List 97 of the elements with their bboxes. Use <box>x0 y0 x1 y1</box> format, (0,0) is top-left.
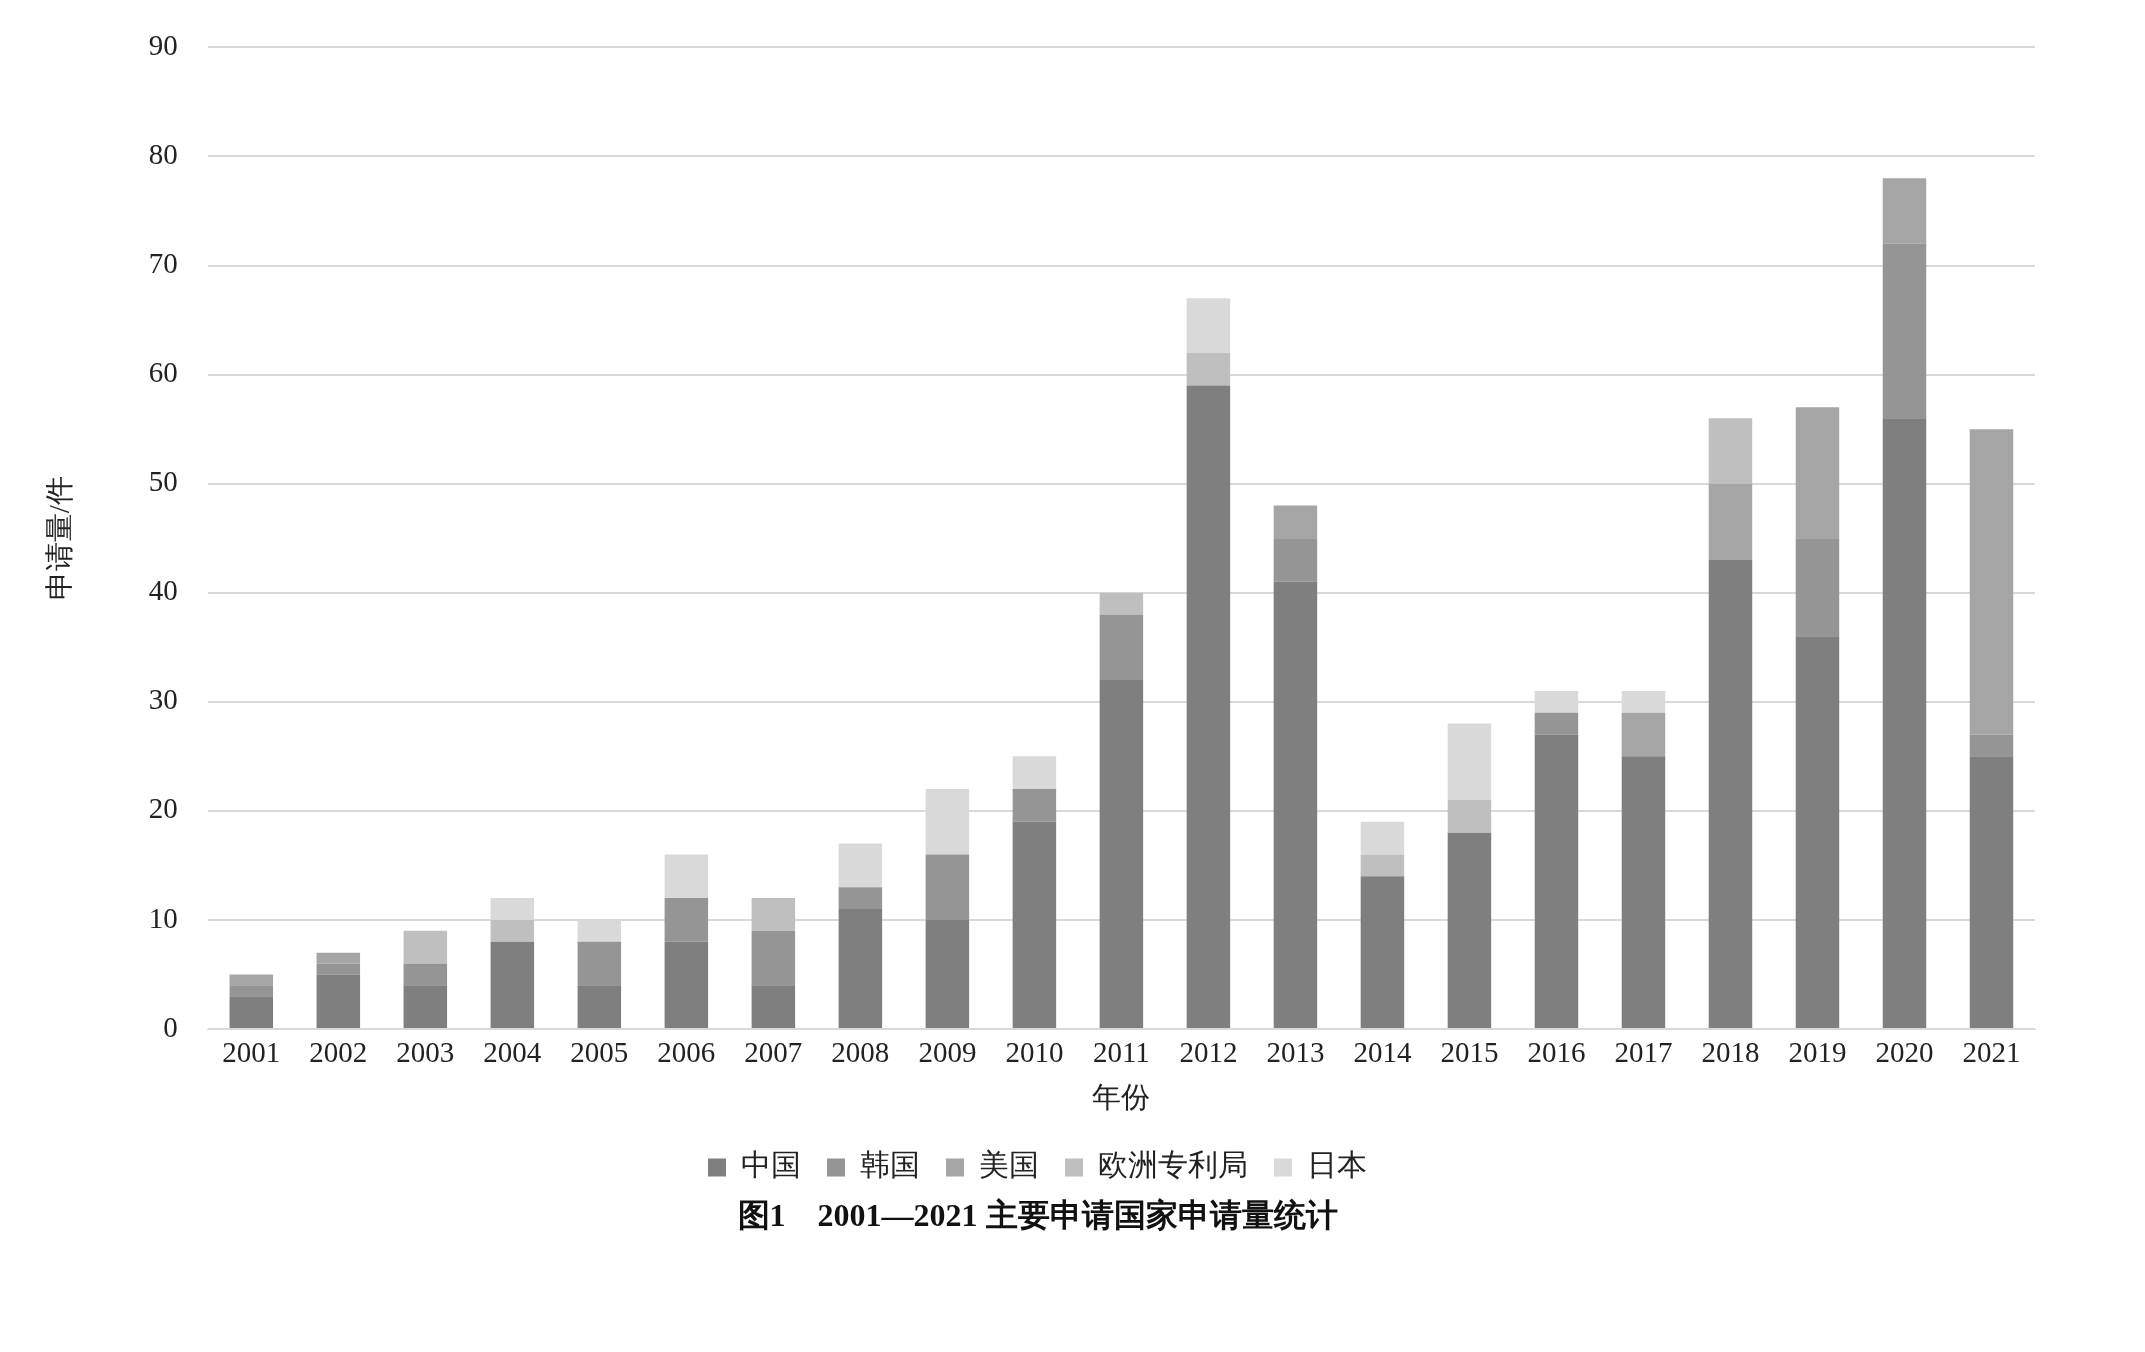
x-tick-label: 2016 <box>1527 1036 1586 1069</box>
bar <box>1360 876 1405 1028</box>
bar <box>1969 734 2014 757</box>
bar <box>1360 854 1405 877</box>
bar <box>1621 712 1666 757</box>
bar <box>1882 418 1927 1028</box>
y-tick-label: 30 <box>148 683 178 716</box>
bar <box>316 963 361 975</box>
bar <box>664 941 709 1028</box>
y-tick-label: 90 <box>148 29 178 62</box>
x-tick-label: 2007 <box>744 1036 803 1069</box>
x-tick-label: 2005 <box>570 1036 629 1069</box>
x-tick-label: 2015 <box>1440 1036 1499 1069</box>
x-tick-label: 2010 <box>1005 1036 1064 1069</box>
y-tick-label: 80 <box>148 138 178 171</box>
bar <box>316 974 361 1028</box>
bar <box>1099 614 1144 680</box>
bar <box>1795 636 1840 1028</box>
legend-label: 中国 <box>741 1148 801 1182</box>
legend-label: 美国 <box>979 1148 1039 1182</box>
bar <box>1447 799 1492 833</box>
x-tick-label: 2009 <box>918 1036 977 1069</box>
bar <box>838 909 883 1028</box>
bar <box>1795 407 1840 539</box>
x-axis-title: 年份 <box>1092 1080 1151 1113</box>
bar <box>1099 679 1144 1028</box>
bar <box>1708 483 1753 561</box>
bar <box>751 930 796 986</box>
x-tick-label: 2002 <box>309 1036 368 1069</box>
x-tick-label: 2020 <box>1875 1036 1934 1069</box>
bar <box>664 898 709 942</box>
bar <box>925 919 970 1028</box>
bar <box>490 941 535 1028</box>
y-tick-label: 60 <box>148 356 178 389</box>
bar <box>1534 734 1579 1028</box>
bar <box>403 930 448 964</box>
x-tick-label: 2014 <box>1353 1036 1412 1069</box>
x-tick-label: 2006 <box>657 1036 716 1069</box>
bar <box>1795 538 1840 637</box>
bar <box>1534 712 1579 735</box>
bar <box>403 963 448 986</box>
bar <box>664 854 709 899</box>
bar <box>1882 243 1927 419</box>
bar <box>1708 560 1753 1028</box>
bar <box>838 887 883 910</box>
legend-label: 欧洲专利局 <box>1098 1148 1248 1182</box>
bar <box>1186 352 1231 386</box>
x-tick-label: 2021 <box>1962 1036 2021 1069</box>
bar <box>751 985 796 1028</box>
x-tick-label: 2011 <box>1092 1036 1150 1069</box>
bar <box>577 985 622 1028</box>
x-tick-label: 2019 <box>1788 1036 1847 1069</box>
bar <box>1969 756 2014 1028</box>
x-tick-label: 2017 <box>1614 1036 1673 1069</box>
bar <box>1969 429 2014 735</box>
bar <box>1882 178 1927 244</box>
legend-label: 日本 <box>1307 1148 1367 1182</box>
bar <box>1447 723 1492 800</box>
bar <box>577 941 622 986</box>
bar <box>1099 592 1144 615</box>
bar <box>1273 581 1318 1028</box>
text: 图1 2001—2021 主要申请国家申请量统计 <box>737 1197 1338 1234</box>
y-tick-label: 0 <box>163 1010 178 1043</box>
bar <box>229 974 274 986</box>
bar <box>1447 832 1492 1028</box>
bar <box>229 996 274 1028</box>
bar <box>1708 418 1753 484</box>
bar <box>490 919 535 942</box>
bar <box>1360 821 1405 855</box>
bar <box>1012 821 1057 1028</box>
x-tick-label: 2012 <box>1179 1036 1238 1069</box>
y-axis-title: 申请量/件 <box>43 476 76 601</box>
x-tick-label: 2013 <box>1266 1036 1325 1069</box>
bar <box>403 985 448 1028</box>
y-tick-label: 40 <box>148 574 178 607</box>
y-tick-label: 50 <box>148 465 178 498</box>
bar <box>229 985 274 997</box>
x-tick-label: 2004 <box>483 1036 542 1069</box>
bar <box>838 843 883 888</box>
y-tick-label: 20 <box>148 792 178 825</box>
legend-label: 韩国 <box>860 1148 920 1182</box>
x-tick-label: 2003 <box>396 1036 455 1069</box>
x-tick-label: 2001 <box>222 1036 281 1069</box>
y-tick-label: 10 <box>148 901 178 934</box>
bar <box>1273 505 1318 539</box>
bar <box>1012 756 1057 790</box>
bar <box>751 898 796 931</box>
x-tick-label: 2018 <box>1701 1036 1760 1069</box>
y-tick-label: 70 <box>148 247 178 280</box>
bar <box>1621 756 1666 1028</box>
x-tick-label: 2008 <box>831 1036 890 1069</box>
bar <box>1273 538 1318 582</box>
bar <box>1012 789 1057 822</box>
bar <box>1186 298 1231 353</box>
bar <box>925 854 970 920</box>
bar <box>1186 385 1231 1028</box>
bar <box>316 952 361 964</box>
